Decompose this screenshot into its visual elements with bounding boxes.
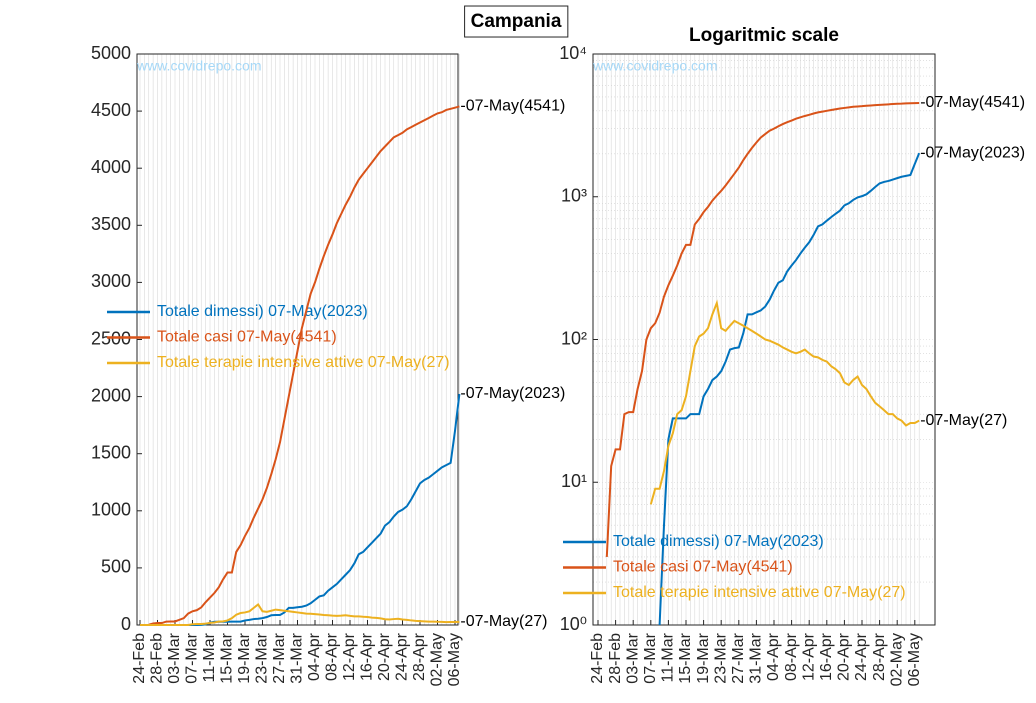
x-tick-label: 28-Apr (411, 632, 428, 681)
legend-label: Totale casi 07-May(4541) (157, 329, 337, 346)
y-tick-label: 10¹ (561, 471, 587, 491)
x-tick-label: 12-Apr (341, 632, 358, 681)
x-tick-label: 28-Feb (149, 633, 166, 684)
x-tick-label: 03-Mar (624, 632, 641, 683)
y-tick-label: 10⁴ (559, 43, 587, 63)
x-tick-label: 12-Apr (800, 632, 817, 681)
x-tick-label: 28-Apr (871, 632, 888, 681)
x-tick-label: 19-Mar (236, 632, 253, 683)
x-tick-label: 24-Feb (131, 633, 148, 684)
x-tick-label: 23-Mar (254, 632, 271, 683)
y-tick-label: 2000 (91, 385, 131, 405)
x-tick-label: 04-Apr (765, 632, 782, 681)
y-tick-label: 10² (561, 328, 587, 348)
x-tick-label: 20-Apr (376, 632, 393, 681)
x-tick-label: 19-Mar (695, 632, 712, 683)
end-label: -07-May(4541) (920, 94, 1025, 111)
y-tick-label: 1000 (91, 500, 131, 520)
y-tick-label: 1500 (91, 442, 131, 462)
series-line (658, 152, 921, 626)
x-tick-label: 31-Mar (748, 632, 765, 683)
axes-box (592, 53, 936, 626)
legend-label: Totale dimessi) 07-May(2023) (157, 303, 368, 320)
watermark: www.covidrepo.com (592, 58, 718, 74)
end-label: -07-May(27) (460, 613, 547, 630)
x-tick-label: 15-Mar (677, 632, 694, 683)
x-tick-label: 27-Mar (730, 632, 747, 683)
x-tick-label: 06-May (446, 633, 463, 686)
x-tick-label: 31-Mar (289, 632, 306, 683)
y-tick-label: 10³ (561, 186, 587, 206)
x-tick-label: 06-May (906, 633, 923, 686)
x-tick-label: 16-Apr (818, 632, 835, 681)
series-line (649, 299, 920, 505)
x-tick-label: 23-Mar (712, 632, 729, 683)
y-tick-label: 0 (121, 614, 131, 634)
x-tick-label: 03-Mar (166, 632, 183, 683)
x-tick-label: 20-Apr (836, 632, 853, 681)
end-label: -07-May(2023) (920, 144, 1025, 161)
chart-title: Logaritmic scale (689, 25, 839, 46)
y-tick-label: 10⁰ (560, 614, 587, 634)
legend-label: Totale dimessi) 07-May(2023) (613, 533, 824, 550)
x-tick-label: 08-Apr (324, 632, 341, 681)
x-tick-label: 15-Mar (219, 632, 236, 683)
series-line (140, 602, 460, 626)
axes-box (136, 53, 459, 626)
y-tick-label: 5000 (91, 43, 131, 63)
series-line (148, 105, 460, 626)
end-label: -07-May(2023) (460, 385, 565, 402)
x-tick-label: 24-Apr (394, 632, 411, 681)
x-tick-label: 07-Mar (642, 632, 659, 683)
x-tick-label: 07-Mar (184, 632, 201, 683)
x-tick-label: 04-Apr (306, 632, 323, 681)
title-box (464, 5, 569, 38)
x-tick-label: 11-Mar (660, 632, 677, 682)
x-tick-label: 02-May (429, 633, 446, 686)
x-tick-label: 24-Feb (589, 633, 606, 684)
x-tick-label: 08-Apr (783, 632, 800, 681)
legend-label: Totale terapie intensive attive 07-May(2… (613, 584, 906, 601)
y-tick-label: 3000 (91, 271, 131, 291)
chart-title: Campania (471, 11, 562, 32)
y-tick-label: 500 (101, 557, 131, 577)
x-tick-label: 24-Apr (853, 632, 870, 681)
end-label: -07-May(27) (920, 412, 1007, 429)
y-tick-label: 4000 (91, 157, 131, 177)
y-tick-label: 4500 (91, 100, 131, 120)
legend-label: Totale casi 07-May(4541) (613, 559, 793, 576)
legend-label: Totale terapie intensive attive 07-May(2… (157, 354, 450, 371)
x-tick-label: 27-Mar (271, 632, 288, 683)
x-tick-label: 28-Feb (607, 633, 624, 684)
series-line (605, 101, 920, 557)
x-tick-label: 11-Mar (201, 632, 218, 682)
x-tick-label: 02-May (888, 633, 905, 686)
watermark: www.covidrepo.com (136, 58, 262, 74)
x-tick-label: 16-Apr (359, 632, 376, 681)
end-label: -07-May(4541) (460, 98, 565, 115)
y-tick-label: 3500 (91, 214, 131, 234)
